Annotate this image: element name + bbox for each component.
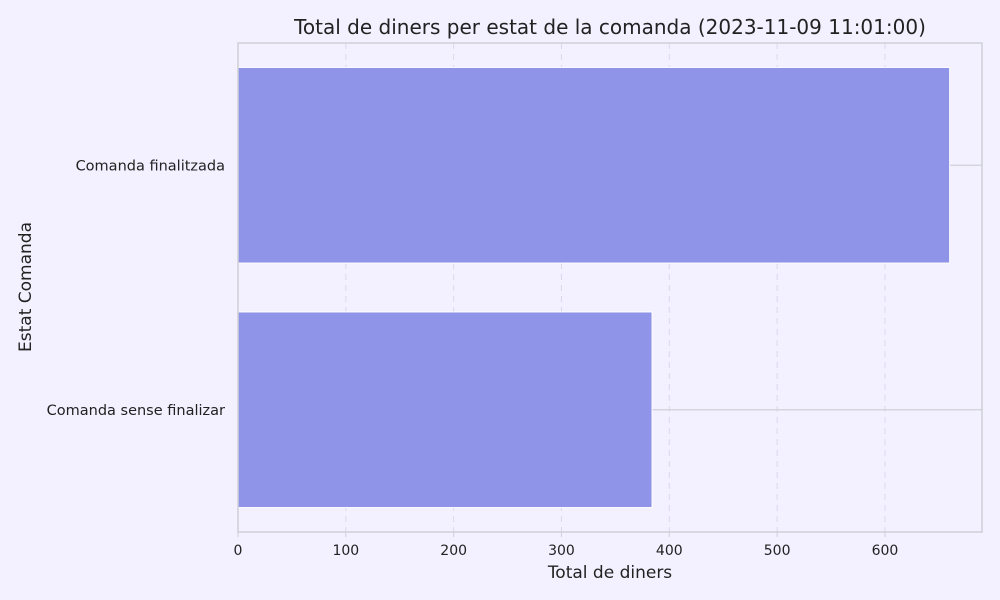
x-tick-label: 200 [440, 543, 467, 559]
category-label: Comanda finalitzada [76, 158, 225, 174]
x-tick-labels: 0 100 200 300 400 500 600 [234, 532, 899, 559]
x-tick-label: 0 [234, 543, 243, 559]
y-axis-label: Estat Comanda [16, 222, 36, 352]
bar [237, 66, 951, 264]
bar [237, 311, 653, 509]
x-tick-label: 400 [656, 543, 683, 559]
bars [237, 66, 982, 509]
plot-frame [237, 42, 983, 533]
x-axis-label: Total de diners [547, 563, 672, 583]
x-tick-label: 100 [332, 543, 359, 559]
x-tick-label: 500 [764, 543, 791, 559]
x-tick-label: 300 [548, 543, 575, 559]
chart-title: Total de diners per estat de la comanda … [293, 15, 926, 39]
x-tick-label: 600 [872, 543, 899, 559]
category-labels: Comanda finalitzada Comanda sense finaliz… [47, 158, 225, 419]
category-label: Comanda sense finalizar [47, 403, 225, 419]
axes [237, 42, 983, 533]
